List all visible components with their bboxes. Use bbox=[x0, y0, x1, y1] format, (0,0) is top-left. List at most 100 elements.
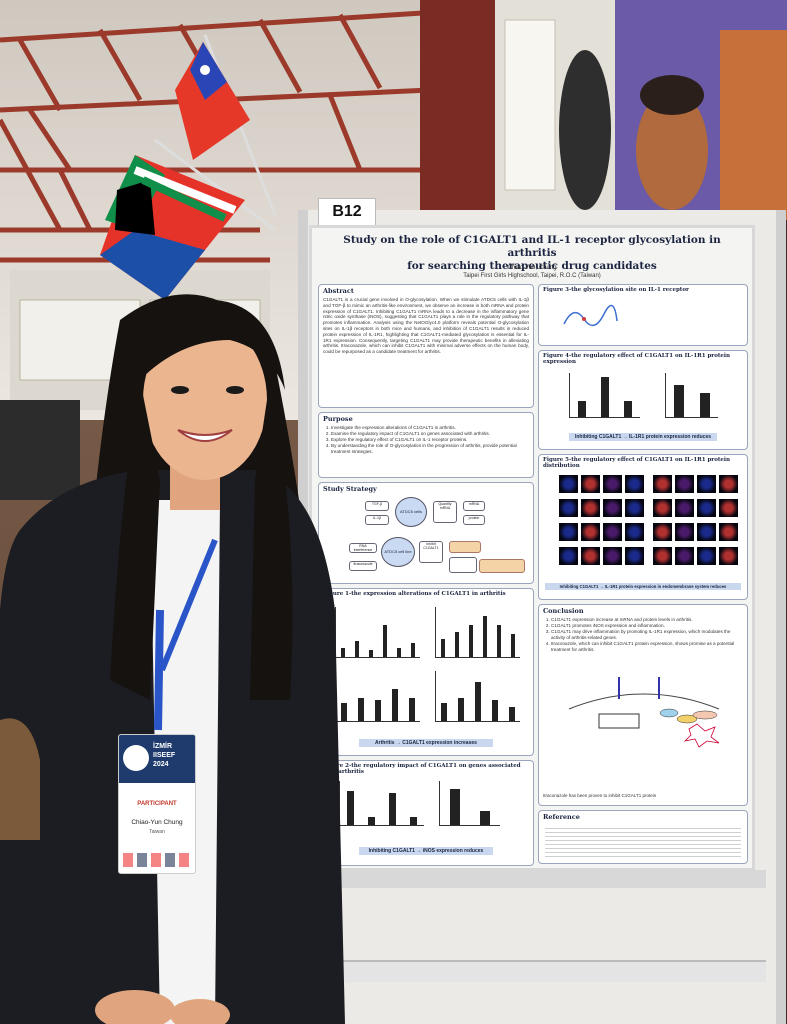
chart-bar bbox=[440, 638, 446, 657]
abstract-section: Abstract C1GALT1 is a crucial gene invol… bbox=[318, 284, 534, 408]
reference-section: Reference bbox=[538, 810, 748, 864]
poster-title-line-1: Study on the role of C1GALT1 and IL-1 re… bbox=[343, 234, 721, 259]
flags bbox=[100, 34, 277, 300]
chart-fig4b bbox=[665, 373, 718, 418]
microscopy-image bbox=[603, 475, 622, 493]
poster-title: Study on the role of C1GALT1 and IL-1 re… bbox=[322, 234, 742, 273]
microscopy-image bbox=[675, 475, 694, 493]
figure-5-heading: Figure 5-the regulatory effect of C1GALT… bbox=[543, 457, 730, 469]
chart-bar bbox=[624, 401, 633, 417]
microscopy-image bbox=[625, 547, 644, 565]
strategy-node: protein bbox=[463, 515, 485, 525]
figure-4-caption: Inhibiting C1GALT1 → IL-1R1 protein expr… bbox=[569, 433, 717, 441]
microscopy-image bbox=[625, 499, 644, 517]
figure-2-heading: Figure 2-the regulatory impact of C1GALT… bbox=[323, 763, 521, 775]
strategy-node: ATDC5 cell line bbox=[381, 537, 415, 567]
chart-bar bbox=[367, 817, 376, 825]
receptor-diagram bbox=[563, 304, 618, 327]
chart-fig1d bbox=[435, 671, 520, 722]
microscopy-image bbox=[675, 499, 694, 517]
microscopy-image bbox=[653, 523, 672, 541]
badge-event-acronym: IISEEF bbox=[153, 752, 176, 759]
chart-bar bbox=[441, 702, 448, 721]
chart-fig2a bbox=[339, 781, 424, 826]
chart-fig1a bbox=[335, 607, 420, 658]
conclusion-heading: Conclusion bbox=[543, 607, 584, 615]
chart-bar bbox=[674, 385, 684, 417]
microscopy-image bbox=[581, 523, 600, 541]
student-presenter bbox=[0, 294, 345, 1024]
figure-4-section: Figure 4-the regulatory effect of C1GALT… bbox=[538, 350, 748, 450]
chart-bar bbox=[496, 624, 502, 657]
microscopy-image bbox=[697, 547, 716, 565]
purpose-section: Purpose Investigate the expression alter… bbox=[318, 412, 534, 478]
purpose-item: Examine the regulatory impact of C1GALT1… bbox=[331, 431, 529, 437]
poster-author-block: Chiao-Yun, Chung Taipei First Girls High… bbox=[322, 264, 742, 280]
chart-fig4a bbox=[569, 373, 640, 418]
chart-bar bbox=[479, 811, 491, 825]
sponsor-logos bbox=[123, 853, 191, 867]
purpose-item: Explore the regulatory effect of C1GALT1… bbox=[331, 437, 529, 443]
chart-bar bbox=[341, 702, 348, 721]
chart-bar bbox=[475, 681, 481, 721]
figure-5-caption: Inhibiting C1GALT1 → IL-1R1 protein expr… bbox=[545, 583, 741, 590]
chart-bar bbox=[600, 377, 610, 417]
microscopy-image bbox=[559, 499, 578, 517]
chart-bar bbox=[391, 688, 398, 721]
figure-4-heading: Figure 4-the regulatory effect of C1GALT… bbox=[543, 353, 730, 365]
research-poster: Study on the role of C1GALT1 and IL-1 re… bbox=[312, 228, 752, 868]
strategy-node: Itraconazole bbox=[349, 561, 377, 571]
microscopy-image bbox=[559, 475, 578, 493]
microscopy-image bbox=[603, 499, 622, 517]
microscopy-image bbox=[653, 499, 672, 517]
chart-bar bbox=[409, 817, 418, 825]
microscopy-image bbox=[697, 499, 716, 517]
purpose-item: By understanding the role of O-glycosyla… bbox=[331, 443, 529, 455]
event-logo-icon bbox=[123, 745, 149, 771]
chart-bar bbox=[358, 698, 365, 721]
abstract-text: C1GALT1 is a crucial gene involved in O-… bbox=[323, 297, 529, 355]
conclusion-item: Itraconazole, which can inhibit C1GALT1 … bbox=[551, 641, 743, 653]
microscopy-image bbox=[581, 547, 600, 565]
mechanism-diagram bbox=[568, 677, 720, 748]
microscopy-image bbox=[603, 523, 622, 541]
figure-3-section: Figure 3-the glycosylation site on IL-1 … bbox=[538, 284, 748, 346]
poster-author: Chiao-Yun, Chung bbox=[507, 265, 557, 271]
microscopy-image bbox=[603, 547, 622, 565]
poster-affiliation: Taipei First Girls Highschool, Taipei, R… bbox=[463, 273, 601, 279]
purpose-item: Investigate the expression alterations o… bbox=[331, 425, 529, 431]
chart-bar bbox=[375, 700, 381, 721]
chart-bar bbox=[508, 707, 515, 721]
chart-bar bbox=[388, 793, 397, 825]
figure-2-caption: Inhibiting C1GALT1 → iNOS expression red… bbox=[359, 847, 493, 855]
microscopy-image bbox=[719, 499, 738, 517]
badge-country: Taiwan bbox=[149, 829, 165, 835]
microscopy-image bbox=[581, 499, 600, 517]
strategy-node: IL-1β bbox=[365, 515, 389, 525]
chart-fig1b bbox=[435, 607, 520, 658]
conclusion-list: C1GALT1 expression increase at mRNA and … bbox=[539, 617, 747, 653]
chart-bar bbox=[700, 393, 710, 417]
microscopy-image bbox=[559, 523, 578, 541]
microscopy-image bbox=[653, 475, 672, 493]
poster-title-line-2: for searching therapeutic drug candidate… bbox=[407, 260, 657, 272]
microscopy-image bbox=[625, 475, 644, 493]
badge-name: Chiao-Yun Chung bbox=[131, 819, 183, 826]
purpose-list: Investigate the expression alterations o… bbox=[319, 425, 533, 455]
badge-event-name: İZMİR bbox=[153, 743, 173, 750]
chart-bar bbox=[577, 401, 586, 417]
badge-event-year: 2024 bbox=[153, 761, 169, 768]
strategy-node: Inhibit C1GALT1 bbox=[419, 541, 443, 563]
microscopy-image bbox=[697, 475, 716, 493]
strategy-heading: Study Strategy bbox=[323, 485, 377, 493]
taiwan-flag-icon bbox=[175, 42, 250, 160]
backboard bbox=[559, 50, 611, 210]
conclusion-section: Conclusion C1GALT1 expression increase a… bbox=[538, 604, 748, 806]
figure-1-section: Figure 1-the expression alterations of C… bbox=[318, 588, 534, 756]
study-strategy-section: Study Strategy TGF-β IL-1β ATDC5 cells Q… bbox=[318, 482, 534, 584]
chart-bar bbox=[346, 791, 355, 825]
microscopy-image bbox=[697, 523, 716, 541]
chart-bar bbox=[354, 640, 360, 657]
figure-1-heading: Figure 1-the expression alterations of C… bbox=[323, 591, 506, 597]
